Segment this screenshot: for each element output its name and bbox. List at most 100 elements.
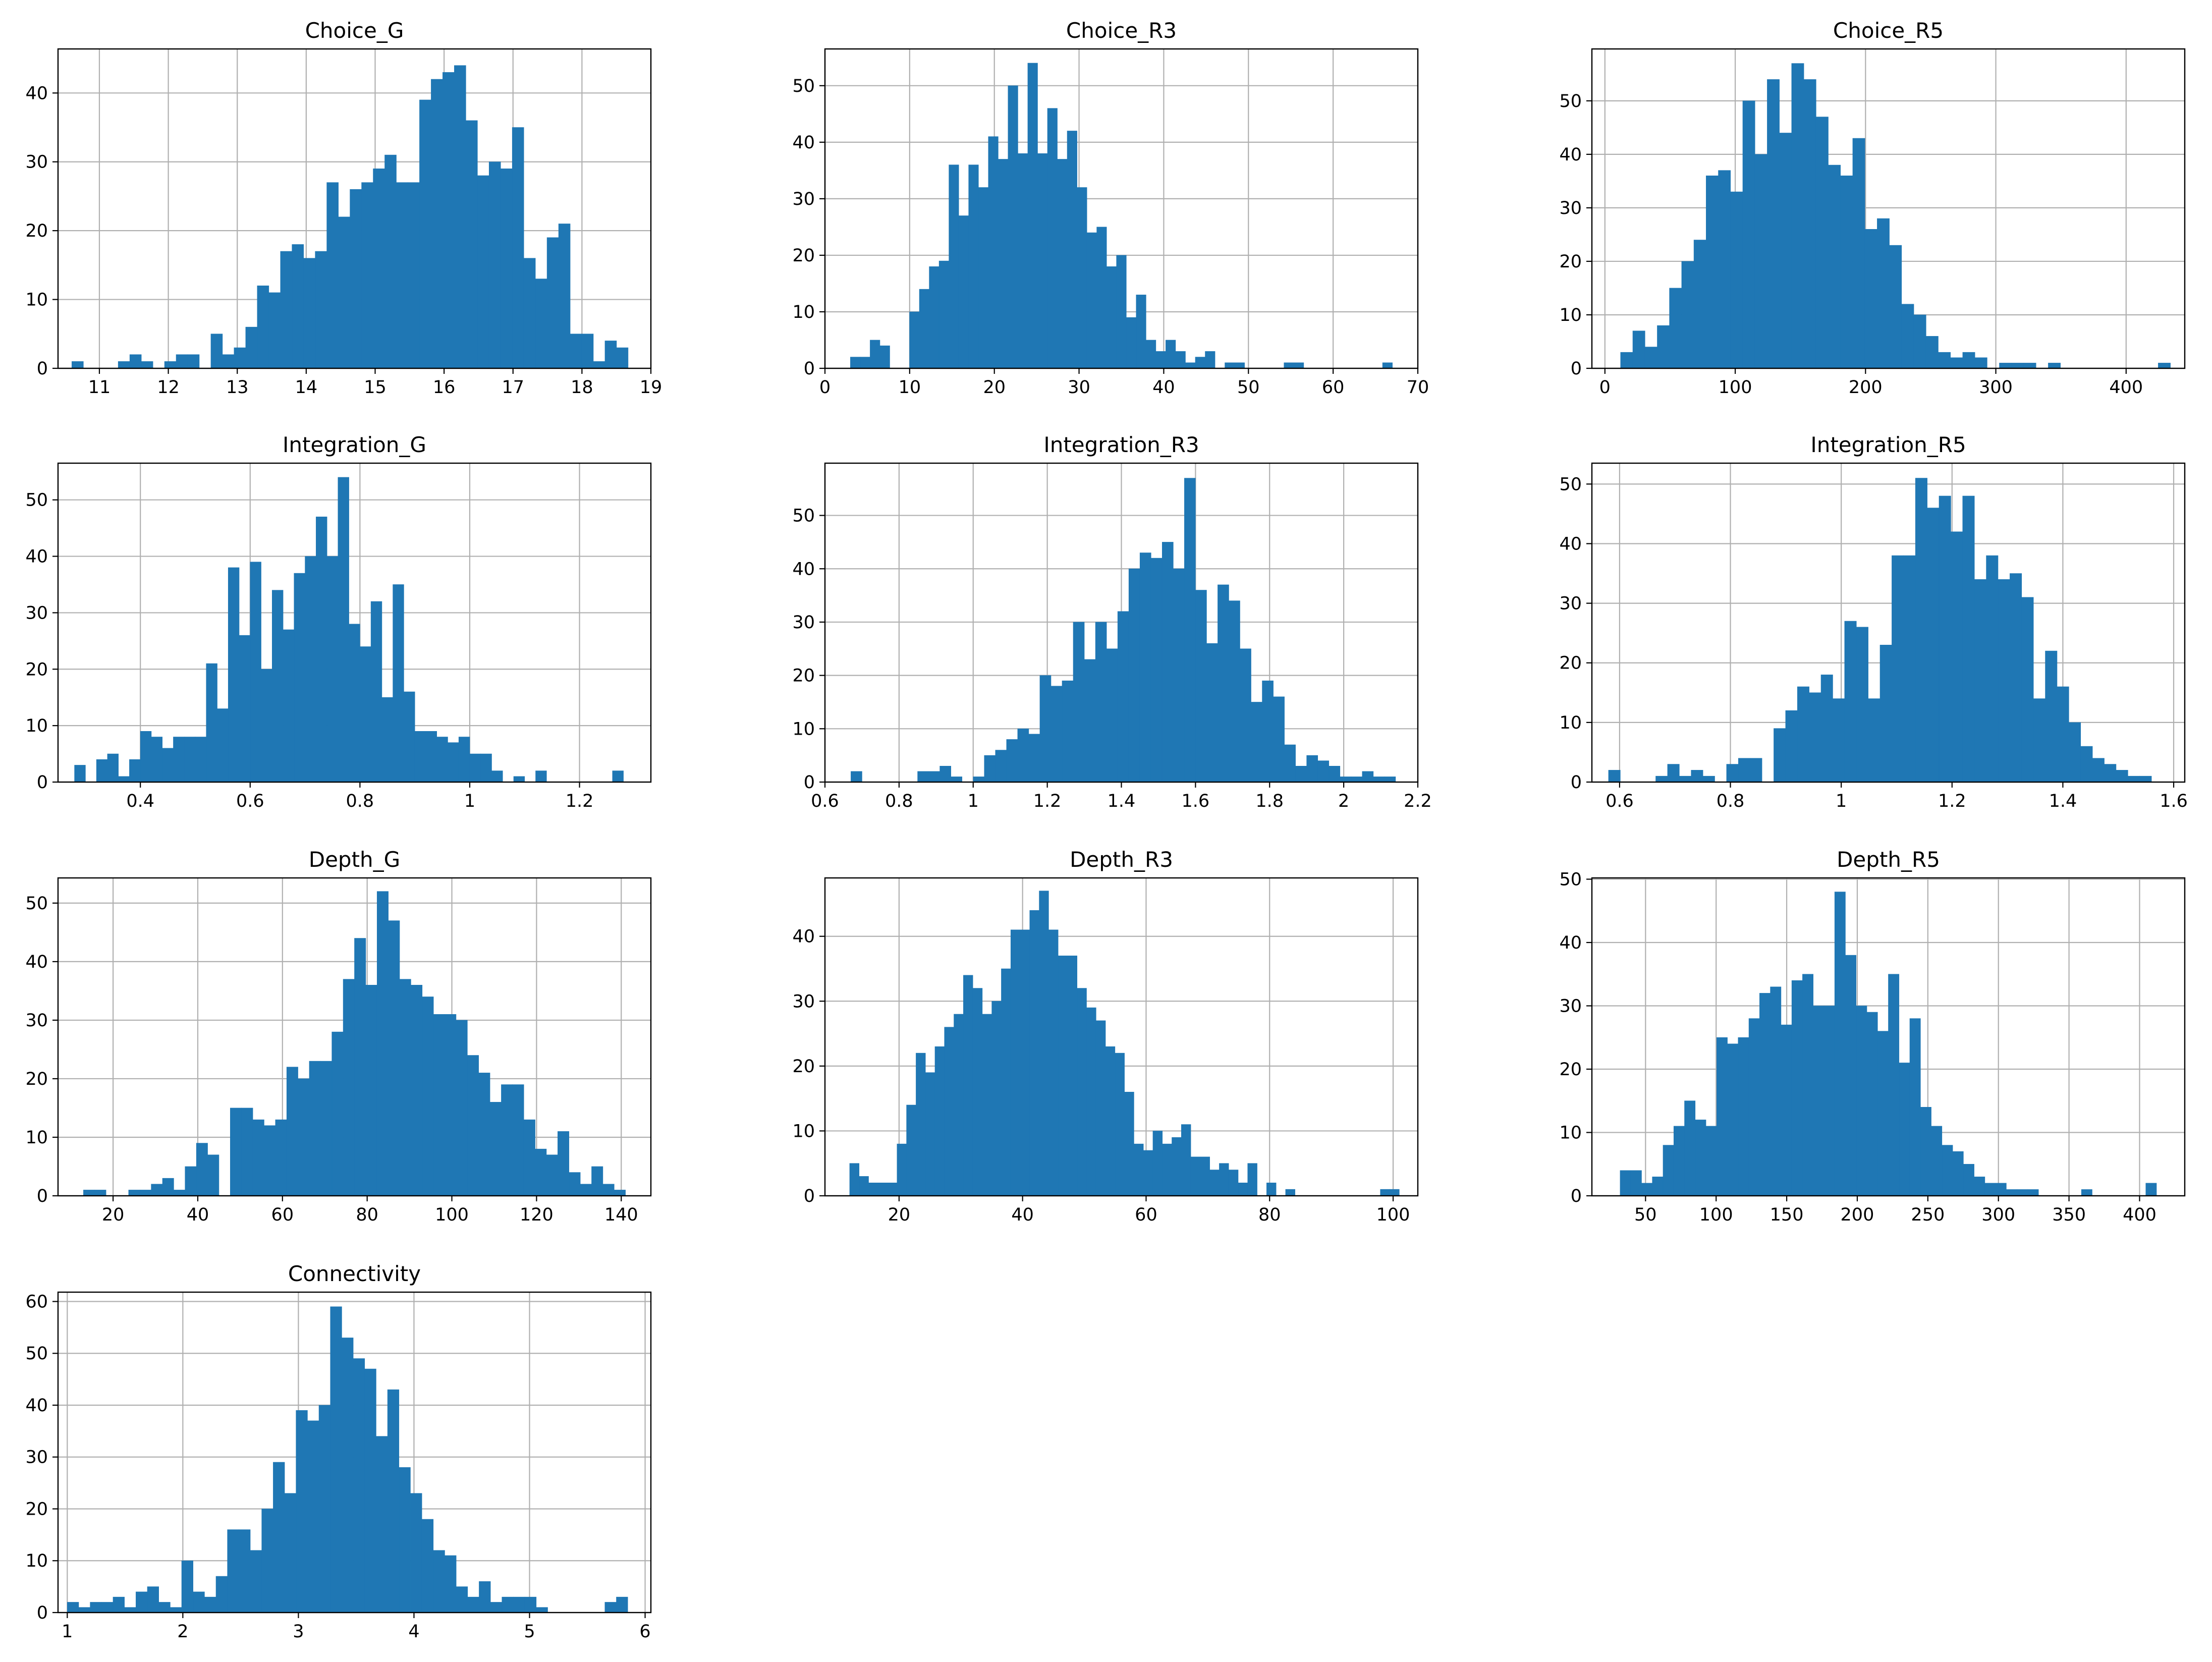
- histogram-bar: [1017, 729, 1029, 783]
- x-tick-label: 0: [1599, 377, 1611, 398]
- histogram-bar: [2021, 597, 2034, 783]
- histogram-bar: [998, 159, 1009, 369]
- histogram-bar: [512, 1084, 524, 1196]
- histogram-bar: [906, 1104, 916, 1196]
- histogram-bar: [195, 737, 207, 783]
- histogram-bar: [315, 251, 327, 369]
- histogram-bar: [1657, 325, 1670, 369]
- histogram-bar: [360, 646, 371, 783]
- histogram-bar: [1995, 1183, 2007, 1196]
- x-tick-label: 40: [187, 1205, 209, 1225]
- histogram-bar: [433, 1550, 445, 1613]
- histogram-bar: [162, 748, 174, 783]
- histogram-bar: [972, 988, 983, 1196]
- histogram-bar: [365, 985, 377, 1196]
- histogram-bar: [570, 334, 582, 369]
- histogram-bar: [399, 979, 411, 1196]
- y-tick-label: 40: [25, 1396, 48, 1416]
- histogram-bar: [78, 1607, 90, 1613]
- y-tick-label: 0: [37, 359, 48, 379]
- y-tick-label: 60: [25, 1292, 48, 1312]
- histogram-bar: [370, 601, 382, 783]
- histogram-bar: [909, 311, 920, 369]
- histogram-bar: [1952, 1151, 1964, 1196]
- x-tick-label: 1.6: [1182, 791, 1210, 811]
- y-tick-label: 20: [792, 246, 815, 266]
- histogram-bar: [2010, 573, 2022, 783]
- y-tick-label: 20: [1559, 252, 1582, 272]
- histogram-bar: [1909, 1018, 1921, 1196]
- histogram-bar: [1888, 974, 1900, 1196]
- histogram-bar: [1039, 891, 1049, 1196]
- histogram-bar: [1225, 362, 1235, 369]
- y-tick-label: 40: [25, 952, 48, 972]
- histogram-bar: [1001, 968, 1011, 1196]
- histogram-bar: [2116, 770, 2128, 783]
- histogram-bar: [1128, 568, 1140, 783]
- histogram-bar: [1868, 698, 1881, 783]
- histogram-bar: [887, 1182, 898, 1196]
- histogram-bar: [408, 182, 420, 369]
- histogram-bar: [593, 361, 605, 369]
- histogram-bar: [124, 1607, 136, 1613]
- y-tick-label: 20: [25, 1499, 48, 1519]
- histogram-bar: [342, 1338, 354, 1613]
- histogram-bar: [524, 1596, 537, 1613]
- integration-g-bars: [74, 477, 624, 783]
- histogram-bar: [558, 224, 571, 369]
- x-tick-label: 10: [899, 377, 921, 398]
- histogram-bar: [1844, 621, 1857, 783]
- histogram-bar: [1718, 170, 1731, 369]
- histogram-bar: [101, 1602, 114, 1613]
- histogram-bar: [1620, 1170, 1631, 1196]
- histogram-bar: [1205, 351, 1215, 369]
- histogram-bar: [1750, 758, 1762, 783]
- y-tick-label: 0: [804, 1186, 815, 1206]
- x-tick-label: 0.4: [126, 791, 154, 811]
- histogram-bar: [978, 187, 989, 369]
- x-tick-label: 350: [2052, 1205, 2086, 1225]
- histogram-bar: [929, 266, 939, 369]
- histogram-bar: [868, 1182, 878, 1196]
- histogram-bar: [147, 1586, 159, 1613]
- depth-g-title: Depth_G: [309, 847, 400, 872]
- y-tick-label: 40: [1559, 145, 1582, 165]
- y-tick-label: 50: [25, 1344, 48, 1364]
- histogram-bar: [1106, 266, 1117, 369]
- y-tick-label: 10: [792, 302, 815, 322]
- histogram-bar: [422, 996, 434, 1196]
- histogram-bar: [2128, 775, 2140, 783]
- depth-r5-title: Depth_R5: [1837, 847, 1940, 872]
- histogram-bar: [1006, 739, 1018, 783]
- y-tick-label: 40: [792, 133, 815, 153]
- histogram-bar: [1939, 495, 1951, 783]
- histogram-bar: [1077, 988, 1087, 1196]
- histogram-bar: [1641, 1183, 1653, 1196]
- histogram-bar: [373, 169, 385, 369]
- y-tick-label: 40: [25, 547, 48, 567]
- x-tick-label: 1.4: [2049, 791, 2077, 811]
- histogram-bar: [1931, 1126, 1943, 1196]
- histogram-bar: [2081, 1189, 2092, 1196]
- histogram-bar: [433, 1014, 445, 1196]
- histogram-bar: [217, 708, 229, 783]
- histogram-bar: [1802, 974, 1813, 1196]
- histogram-bar: [257, 285, 269, 369]
- histogram-bar: [158, 1602, 171, 1613]
- histogram-bar: [616, 347, 629, 369]
- histogram-bar: [128, 1190, 140, 1196]
- histogram-bar: [185, 1166, 197, 1196]
- x-tick-label: 80: [356, 1205, 378, 1225]
- histogram-bar: [204, 1596, 216, 1613]
- histogram-bar: [1067, 131, 1077, 369]
- depth-g-bars: [83, 891, 626, 1196]
- histogram-bar: [129, 354, 142, 369]
- x-tick-label: 2: [1338, 791, 1349, 811]
- histogram-bar: [1295, 765, 1307, 783]
- y-tick-label: 50: [1559, 870, 1582, 890]
- histogram-bar: [1693, 240, 1706, 369]
- histogram-bar: [1373, 777, 1385, 783]
- histogram-bar: [850, 357, 861, 369]
- histogram-bar: [410, 1493, 422, 1613]
- histogram-bar: [239, 1529, 251, 1613]
